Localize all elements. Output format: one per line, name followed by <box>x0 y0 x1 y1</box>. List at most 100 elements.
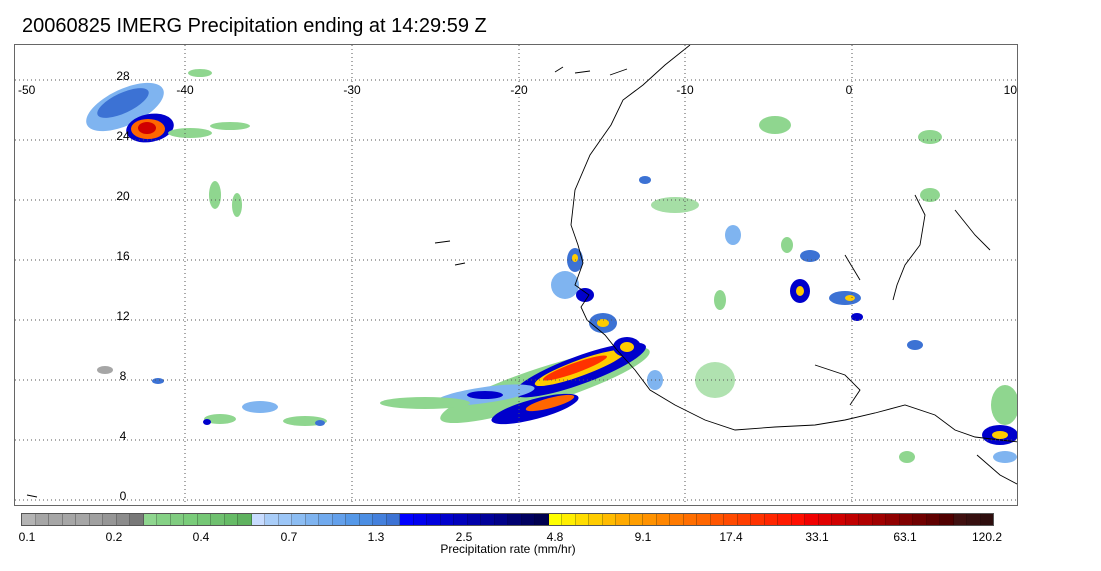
colorbar-cell <box>778 514 792 525</box>
colorbar-cell <box>616 514 630 525</box>
colorbar-cell <box>22 514 36 525</box>
colorbar-cell <box>454 514 468 525</box>
colorbar-cell <box>791 514 805 525</box>
colorbar-tick-label: 120.2 <box>971 530 1003 544</box>
colorbar-tick-label: 0.7 <box>280 530 298 544</box>
colorbar-cell <box>548 514 562 525</box>
lon-tick-label: -40 <box>176 83 194 97</box>
colorbar-cell <box>832 514 846 525</box>
colorbar-cell <box>143 514 157 525</box>
lon-tick-label: -20 <box>510 83 528 97</box>
colorbar-cell <box>899 514 913 525</box>
colorbar-cell <box>62 514 76 525</box>
colorbar-cell <box>332 514 346 525</box>
colorbar-tick-label: 1.3 <box>367 530 385 544</box>
colorbar-cell <box>481 514 495 525</box>
lat-tick-label: 0 <box>120 489 127 503</box>
colorbar <box>21 513 994 526</box>
colorbar-cell <box>751 514 765 525</box>
colorbar-cell <box>494 514 508 525</box>
colorbar-tick-label: 63.1 <box>893 530 917 544</box>
colorbar-cell <box>818 514 832 525</box>
colorbar-cell <box>940 514 954 525</box>
precipitation-map[interactable]: -50 -40 -30 -20 -10 0 10 0 4 8 12 16 20 … <box>14 44 1018 506</box>
colorbar-tick-label: 0.4 <box>192 530 210 544</box>
colorbar-unit-label: Precipitation rate (mm/hr) <box>440 542 576 556</box>
colorbar-cell <box>859 514 873 525</box>
colorbar-cell <box>913 514 927 525</box>
colorbar-cell <box>724 514 738 525</box>
colorbar-tick-label: 9.1 <box>634 530 652 544</box>
colorbar-cell <box>710 514 724 525</box>
colorbar-cell <box>737 514 751 525</box>
colorbar-cell <box>697 514 711 525</box>
colorbar-cell <box>805 514 819 525</box>
colorbar-cell <box>305 514 319 525</box>
colorbar-cell <box>373 514 387 525</box>
colorbar-tick-label: 4.8 <box>546 530 564 544</box>
longitude-labels: -50 -40 -30 -20 -10 0 10 <box>18 83 1017 97</box>
colorbar-cell <box>184 514 198 525</box>
map-canvas: -50 -40 -30 -20 -10 0 10 0 4 8 12 16 20 … <box>15 45 1017 505</box>
lat-tick-label: 20 <box>116 189 130 203</box>
lat-tick-label: 24 <box>116 129 130 143</box>
colorbar-cell <box>953 514 967 525</box>
lat-tick-label: 16 <box>116 249 130 263</box>
colorbar-cell <box>589 514 603 525</box>
lon-tick-label: 0 <box>846 83 853 97</box>
precipitation-field <box>86 69 1017 463</box>
colorbar-cell <box>643 514 657 525</box>
colorbar-cell <box>535 514 549 525</box>
colorbar-cell <box>116 514 130 525</box>
colorbar-cell <box>886 514 900 525</box>
colorbar-cell <box>845 514 859 525</box>
colorbar-cell <box>197 514 211 525</box>
coastline <box>26 45 1017 498</box>
colorbar-cell <box>359 514 373 525</box>
lon-tick-label: -50 <box>18 83 36 97</box>
colorbar-cell <box>656 514 670 525</box>
gridlines <box>15 45 1017 505</box>
colorbar-cell <box>764 514 778 525</box>
colorbar-cell <box>670 514 684 525</box>
colorbar-cell <box>103 514 117 525</box>
colorbar-cell <box>413 514 427 525</box>
colorbar-cell <box>872 514 886 525</box>
colorbar-cell <box>386 514 400 525</box>
colorbar-cell <box>967 514 981 525</box>
lon-tick-label: -30 <box>343 83 361 97</box>
colorbar-cell <box>238 514 252 525</box>
colorbar-tick-label: 0.1 <box>18 530 36 544</box>
colorbar-tick-label: 33.1 <box>805 530 829 544</box>
lon-tick-label: 10 <box>1004 83 1018 97</box>
lat-tick-label: 28 <box>116 69 130 83</box>
colorbar-cell <box>683 514 697 525</box>
colorbar-cell <box>575 514 589 525</box>
colorbar-cell <box>521 514 535 525</box>
colorbar-cell <box>319 514 333 525</box>
colorbar-cell <box>346 514 360 525</box>
colorbar-cell <box>926 514 940 525</box>
colorbar-tick-label: 17.4 <box>719 530 743 544</box>
colorbar-cell <box>278 514 292 525</box>
colorbar-cell <box>440 514 454 525</box>
colorbar-tick-label: 2.5 <box>455 530 473 544</box>
colorbar-cell <box>980 514 993 525</box>
colorbar-cell <box>76 514 90 525</box>
colorbar-cell <box>265 514 279 525</box>
colorbar-cell <box>508 514 522 525</box>
colorbar-labels: 0.1 0.2 0.4 0.7 1.3 2.5 4.8 9.1 17.4 33.… <box>18 530 1002 544</box>
colorbar-cell <box>130 514 144 525</box>
colorbar-cell <box>35 514 49 525</box>
colorbar-cell <box>562 514 576 525</box>
colorbar-cell <box>49 514 63 525</box>
colorbar-cell <box>602 514 616 525</box>
lat-tick-label: 4 <box>120 429 127 443</box>
colorbar-cell <box>251 514 265 525</box>
latitude-labels: 0 4 8 12 16 20 24 28 <box>116 69 130 503</box>
colorbar-cell <box>89 514 103 525</box>
lon-tick-label: -10 <box>676 83 694 97</box>
colorbar-cell <box>629 514 643 525</box>
lat-tick-label: 12 <box>116 309 130 323</box>
lat-tick-label: 8 <box>120 369 127 383</box>
